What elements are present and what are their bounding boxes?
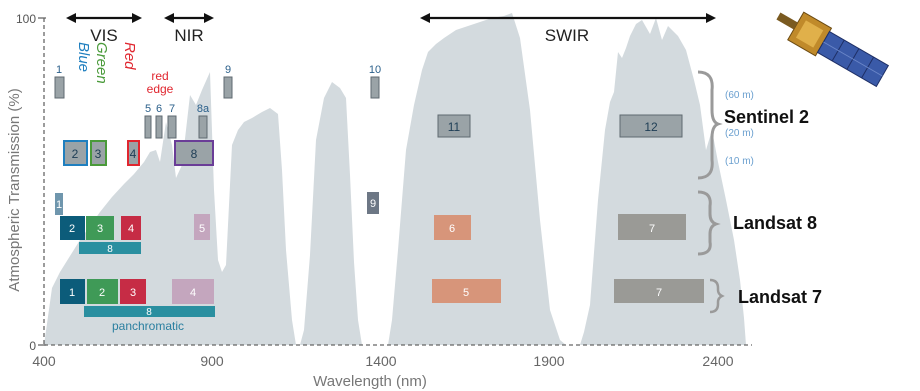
l8-band-4 — [121, 216, 141, 240]
green-word: Green — [93, 42, 110, 84]
l8-band-8 — [79, 242, 141, 254]
s2-band-1-label: 1 — [56, 64, 62, 76]
l8-band-5 — [194, 214, 210, 240]
s2-res-60: (60 m) — [725, 90, 754, 101]
l8-band-9-label: 9 — [370, 198, 376, 210]
landsat7-name: Landsat 7 — [738, 287, 822, 307]
l7-panchromatic-label: panchromatic — [112, 319, 184, 333]
s2-band-7 — [167, 115, 177, 139]
s2-band-10 — [370, 76, 380, 99]
satellite-icon — [776, 11, 890, 88]
s2-band-4 — [127, 140, 140, 166]
l7-band-1-label: 1 — [69, 287, 75, 299]
x-axis-label: Wavelength (nm) — [313, 373, 427, 390]
s2-band-11-label: 11 — [448, 120, 461, 134]
s2-band-6 — [155, 115, 163, 139]
l7-band-4-label: 4 — [190, 287, 196, 299]
l8-band-1 — [55, 193, 63, 215]
l7-band-3 — [120, 279, 146, 304]
l8-band-5-label: 5 — [199, 223, 205, 235]
l7-band-7 — [614, 279, 704, 303]
l8-band-3 — [86, 216, 114, 240]
y-tick-label-100: 100 — [16, 12, 36, 26]
red-edge-word-1: red — [151, 69, 168, 83]
x-tick-label-1900: 1900 — [533, 353, 564, 369]
s2-band-9-label: 9 — [225, 64, 231, 76]
x-tick-label-900: 900 — [200, 353, 224, 369]
s2-band-5 — [144, 115, 152, 139]
x-tick-label-1400: 1400 — [365, 353, 396, 369]
landsat8-name: Landsat 8 — [733, 213, 817, 233]
l7-band-8 — [84, 306, 215, 317]
swir-arrow — [420, 13, 716, 23]
red-word: Red — [121, 42, 138, 70]
s2-res-20: (20 m) — [725, 128, 754, 139]
landsat8-brace — [697, 190, 721, 256]
s2-band-8a — [198, 115, 208, 139]
l8-band-6-label: 6 — [449, 223, 455, 235]
red-edge-word-2: edge — [147, 82, 174, 96]
vis-arrow — [66, 13, 142, 23]
l7-band-2-label: 2 — [99, 287, 105, 299]
s2-band-12 — [619, 114, 683, 138]
s2-band-8-label: 8 — [191, 147, 198, 161]
l7-band-5-label: 5 — [463, 287, 469, 299]
l7-band-4 — [172, 279, 214, 304]
l8-band-1-label: 1 — [56, 199, 62, 211]
s2-band-11 — [437, 114, 471, 138]
s2-band-8a-label: 8a — [197, 103, 210, 115]
l8-band-7 — [618, 214, 686, 240]
s2-res-10: (10 m) — [725, 156, 754, 167]
sentinel-brace — [697, 70, 723, 180]
nir-arrow — [164, 13, 214, 23]
s2-band-3-label: 3 — [95, 147, 102, 161]
l8-band-9 — [367, 192, 379, 214]
blue-word: Blue — [75, 42, 92, 72]
l8-band-8-label: 8 — [107, 244, 113, 255]
l8-band-2 — [60, 216, 85, 240]
l8-band-3-label: 3 — [97, 223, 103, 235]
s2-band-10-label: 10 — [369, 64, 381, 76]
x-tick-label-2400: 2400 — [702, 353, 733, 369]
s2-band-5-label: 5 — [145, 103, 151, 115]
l7-band-8-label: 8 — [146, 307, 152, 318]
s2-band-3 — [90, 140, 107, 166]
l7-band-2 — [87, 279, 118, 304]
s2-band-1 — [54, 76, 65, 99]
l8-band-2-label: 2 — [69, 223, 75, 235]
l7-band-7-label: 7 — [656, 287, 662, 299]
s2-band-4-label: 4 — [130, 147, 137, 161]
l7-band-3-label: 3 — [130, 287, 136, 299]
swir-label: SWIR — [545, 26, 589, 45]
s2-band-12-label: 12 — [644, 120, 658, 134]
s2-band-9 — [223, 76, 233, 99]
vis-label: VIS — [90, 26, 117, 45]
y-axis-label: Atmospheric Transmission (%) — [6, 88, 23, 291]
l7-band-1 — [60, 279, 85, 304]
nir-label: NIR — [174, 26, 203, 45]
l8-band-7-label: 7 — [649, 223, 655, 235]
s2-band-8 — [174, 140, 214, 166]
l8-band-6 — [434, 215, 471, 240]
l8-band-4-label: 4 — [128, 223, 134, 235]
s2-band-6-label: 6 — [156, 103, 162, 115]
landsat7-brace — [709, 278, 725, 314]
y-tick-label-0: 0 — [29, 339, 36, 353]
l7-band-5 — [432, 279, 501, 303]
x-tick-label-400: 400 — [32, 353, 56, 369]
sentinel-name: Sentinel 2 — [724, 107, 809, 127]
s2-band-2-label: 2 — [72, 147, 79, 161]
s2-band-7-label: 7 — [169, 103, 175, 115]
s2-band-2 — [63, 140, 88, 166]
